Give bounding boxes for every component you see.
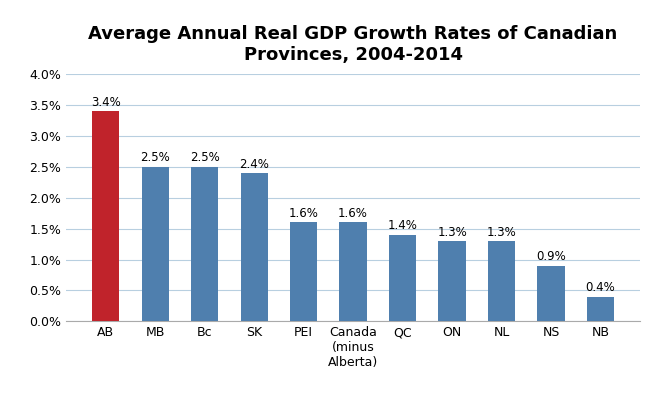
- Text: 1.4%: 1.4%: [387, 219, 418, 232]
- Text: 2.4%: 2.4%: [239, 157, 269, 171]
- Text: 2.5%: 2.5%: [190, 151, 220, 164]
- Bar: [290, 222, 317, 321]
- Bar: [142, 167, 169, 321]
- Text: 0.4%: 0.4%: [585, 281, 615, 294]
- Text: 1.3%: 1.3%: [437, 225, 467, 239]
- Bar: [339, 222, 367, 321]
- Bar: [191, 167, 218, 321]
- Bar: [587, 297, 614, 321]
- Bar: [488, 241, 515, 321]
- Bar: [438, 241, 466, 321]
- Text: 1.6%: 1.6%: [338, 207, 368, 220]
- Bar: [389, 235, 416, 321]
- Text: 2.5%: 2.5%: [141, 151, 170, 164]
- Text: 0.9%: 0.9%: [536, 250, 566, 263]
- Text: 3.4%: 3.4%: [91, 96, 121, 109]
- Title: Average Annual Real GDP Growth Rates of Canadian
Provinces, 2004-2014: Average Annual Real GDP Growth Rates of …: [88, 26, 618, 64]
- Text: 1.6%: 1.6%: [288, 207, 319, 220]
- Text: 1.3%: 1.3%: [486, 225, 516, 239]
- Bar: [240, 173, 268, 321]
- Bar: [537, 266, 564, 321]
- Bar: [92, 111, 119, 321]
